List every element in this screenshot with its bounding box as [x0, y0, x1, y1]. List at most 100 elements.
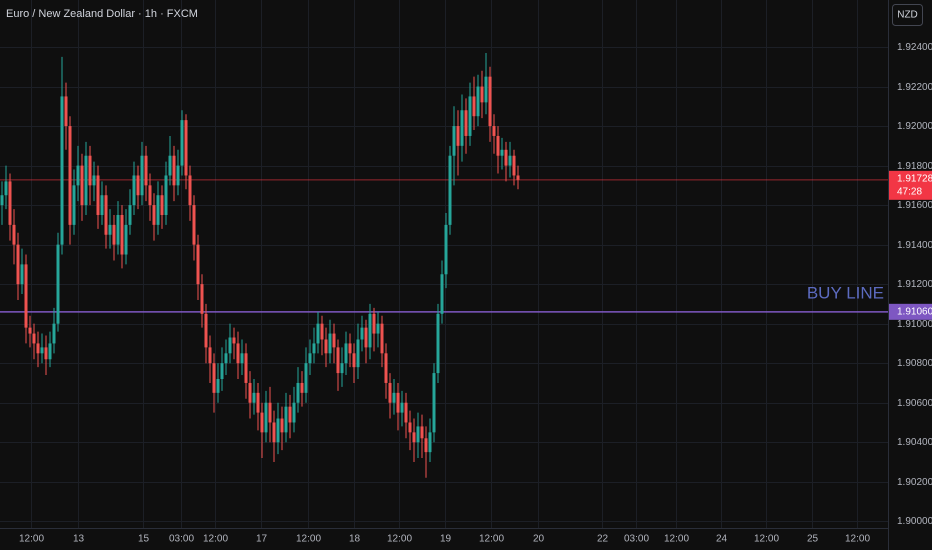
candle-body [380, 323, 384, 354]
candle-body [504, 149, 508, 166]
candle-body [0, 195, 4, 206]
candle-body [336, 347, 340, 374]
candle-body [164, 175, 168, 215]
candle-body [468, 96, 472, 136]
y-tick-label: 1.92000 [897, 121, 932, 132]
candle-body [184, 120, 188, 176]
candle-body [128, 205, 132, 225]
candle-body [296, 382, 300, 403]
candle-body [356, 339, 360, 368]
candle-body [212, 363, 216, 393]
candle-body [40, 347, 44, 354]
candle-body [208, 347, 212, 364]
candle-body [272, 422, 276, 443]
candle-body [392, 392, 396, 403]
candle-body [232, 337, 236, 344]
candle-body [260, 412, 264, 433]
candle-body [144, 155, 148, 186]
x-tick-label: 13 [73, 534, 85, 545]
candle-body [400, 402, 404, 413]
candle-body [132, 175, 136, 206]
y-tick-label: 1.90000 [897, 516, 932, 527]
x-tick-label: 12:00 [296, 534, 321, 545]
y-tick-label: 1.90600 [897, 398, 932, 409]
candle-body [340, 363, 344, 374]
candle-body [412, 432, 416, 443]
buy-line-label-box [889, 303, 932, 320]
y-tick-label: 1.90400 [897, 437, 932, 448]
candle-body [488, 76, 492, 127]
candle-body [44, 347, 48, 360]
y-tick-label: 1.91400 [897, 240, 932, 251]
x-tick-label: 24 [716, 534, 728, 545]
candle-body [460, 110, 464, 146]
candle-body [268, 402, 272, 423]
candle-body [124, 224, 128, 255]
candle-body [432, 373, 436, 433]
candle-body [428, 432, 432, 453]
candle-body [24, 264, 28, 328]
y-tick-label: 1.91200 [897, 279, 932, 290]
price-label: 1.91728 [897, 173, 932, 184]
candle-body [196, 244, 200, 285]
candle-body [88, 155, 92, 186]
candle-body [104, 195, 108, 235]
candle-body [368, 313, 372, 348]
candle-body [372, 313, 376, 334]
candle-body [512, 155, 516, 176]
x-tick-label: 12:00 [754, 534, 779, 545]
candle-body [476, 86, 480, 117]
candle-body [348, 343, 352, 354]
x-tick-label: 12:00 [19, 534, 44, 545]
y-tick-label: 1.92400 [897, 42, 932, 53]
candle-body [228, 337, 232, 354]
x-tick-label: 25 [807, 534, 819, 545]
candle-body [36, 343, 40, 354]
candle-body [424, 438, 428, 453]
currency-box[interactable] [892, 4, 923, 26]
candle-body [328, 333, 332, 354]
candle-body [64, 96, 68, 127]
y-tick-label: 1.92200 [897, 82, 932, 93]
candle-body [240, 353, 244, 364]
candle-body [448, 155, 452, 225]
x-tick-label: 17 [256, 534, 268, 545]
candle-body [436, 313, 440, 374]
candle-body [444, 224, 448, 275]
candle-body [28, 327, 32, 334]
candle-body [120, 214, 124, 255]
buy-line-text: BUY LINE [807, 283, 884, 302]
candle-body [264, 402, 268, 433]
candle-body [76, 165, 80, 186]
candle-body [188, 175, 192, 206]
x-tick-label: 12:00 [845, 534, 870, 545]
candle-body [248, 382, 252, 403]
currency-label[interactable]: NZD [897, 10, 918, 21]
candle-body [156, 195, 160, 225]
candle-body [148, 185, 152, 206]
y-tick-label: 1.91000 [897, 319, 932, 330]
candle-body [4, 181, 8, 196]
candle-body [172, 155, 176, 186]
candle-body [332, 333, 336, 348]
candle-body [116, 214, 120, 245]
buy-line-label: 1.91060 [897, 306, 932, 317]
candle-body [176, 165, 180, 186]
chart-title: Euro / New Zealand Dollar · 1h · FXCM [6, 8, 198, 20]
x-tick-label: 20 [533, 534, 545, 545]
candle-body [464, 110, 468, 136]
candle-body [160, 195, 164, 215]
candle-body [256, 392, 260, 413]
candle-body [12, 224, 16, 245]
candle-body [72, 185, 76, 225]
candle-body [16, 244, 20, 285]
y-tick-label: 1.91800 [897, 161, 932, 172]
candle-body [288, 406, 292, 423]
candle-body [300, 382, 304, 393]
candle-body [52, 323, 56, 344]
x-tick-label: 12:00 [479, 534, 504, 545]
candle-body [408, 422, 412, 433]
